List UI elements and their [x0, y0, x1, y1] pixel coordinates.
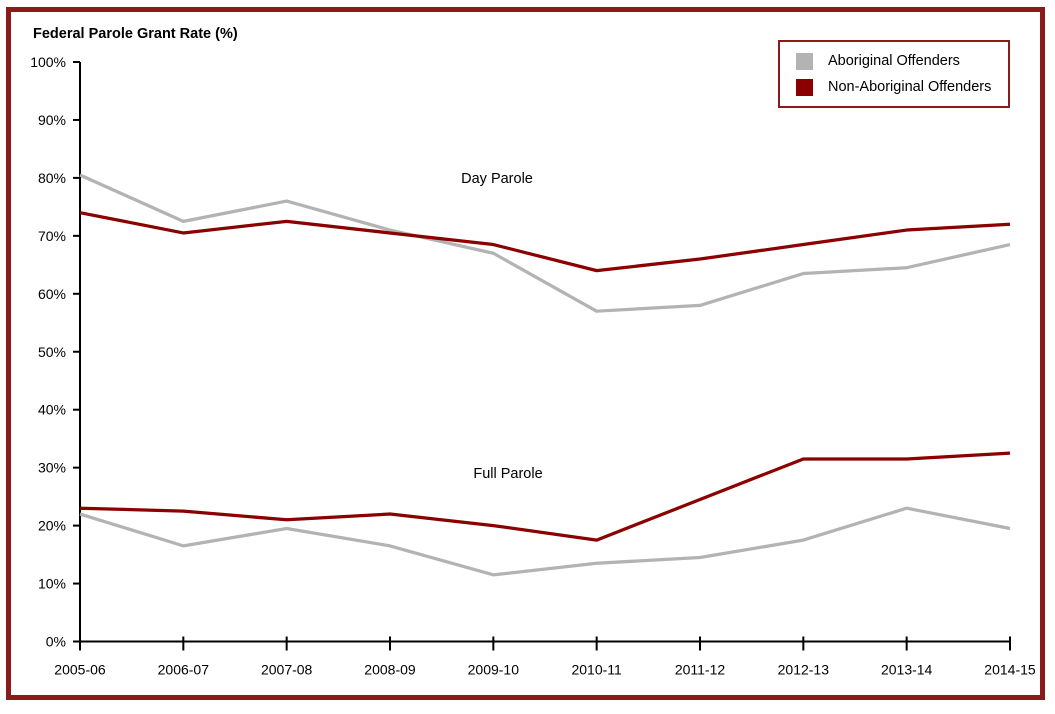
legend-label-non-aboriginal: Non-Aboriginal Offenders [828, 79, 992, 95]
chart-title: Federal Parole Grant Rate (%) [33, 26, 238, 42]
group-label-full-parole: Full Parole [473, 466, 542, 482]
x-axis-tick-label: 2006-07 [158, 662, 210, 678]
x-axis-tick-label: 2013-14 [881, 662, 933, 678]
legend-item-non-aboriginal: Non-Aboriginal Offenders [796, 78, 1008, 96]
group-label-day-parole: Day Parole [461, 171, 533, 187]
y-axis-tick-label: 60% [38, 286, 66, 302]
y-axis-tick-label: 20% [38, 518, 66, 534]
x-axis-tick-label: 2005-06 [54, 662, 106, 678]
x-axis-tick-label: 2012-13 [778, 662, 830, 678]
line-day-parole-non-aboriginal-offenders [79, 211, 1011, 273]
y-axis-tick-label: 0% [46, 634, 66, 650]
x-axis-tick-label: 2010-11 [571, 662, 622, 678]
line-full-parole-aboriginal-offenders [79, 506, 1011, 577]
line-day-parole-aboriginal-offenders [79, 173, 1011, 313]
x-axis-tick-label: 2007-08 [261, 662, 313, 678]
x-axis-tick-label: 2014-15 [984, 662, 1036, 678]
x-axis-tick-label: 2008-09 [364, 662, 416, 678]
x-axis-tick-label: 2011-12 [675, 662, 726, 678]
x-axis-tick-label: 2009-10 [468, 662, 520, 678]
legend-label-aboriginal: Aboriginal Offenders [828, 53, 960, 69]
line-full-parole-non-aboriginal-offenders [79, 451, 1011, 542]
non-aboriginal-color-swatch [796, 78, 813, 96]
y-axis-tick-label: 40% [38, 402, 66, 418]
legend-item-aboriginal: Aboriginal Offenders [796, 52, 1008, 70]
chart-outer-border [6, 7, 1045, 700]
y-axis-tick-label: 30% [38, 460, 66, 476]
y-axis-tick-label: 100% [30, 54, 66, 70]
legend: Aboriginal Offenders Non-Aboriginal Offe… [778, 40, 1010, 108]
y-axis-tick-label: 80% [38, 170, 66, 186]
y-axis-tick-label: 90% [38, 112, 66, 128]
y-axis-tick-label: 70% [38, 228, 66, 244]
aboriginal-color-swatch [796, 52, 813, 70]
y-axis-tick-label: 50% [38, 344, 66, 360]
y-axis-tick-label: 10% [38, 576, 66, 592]
